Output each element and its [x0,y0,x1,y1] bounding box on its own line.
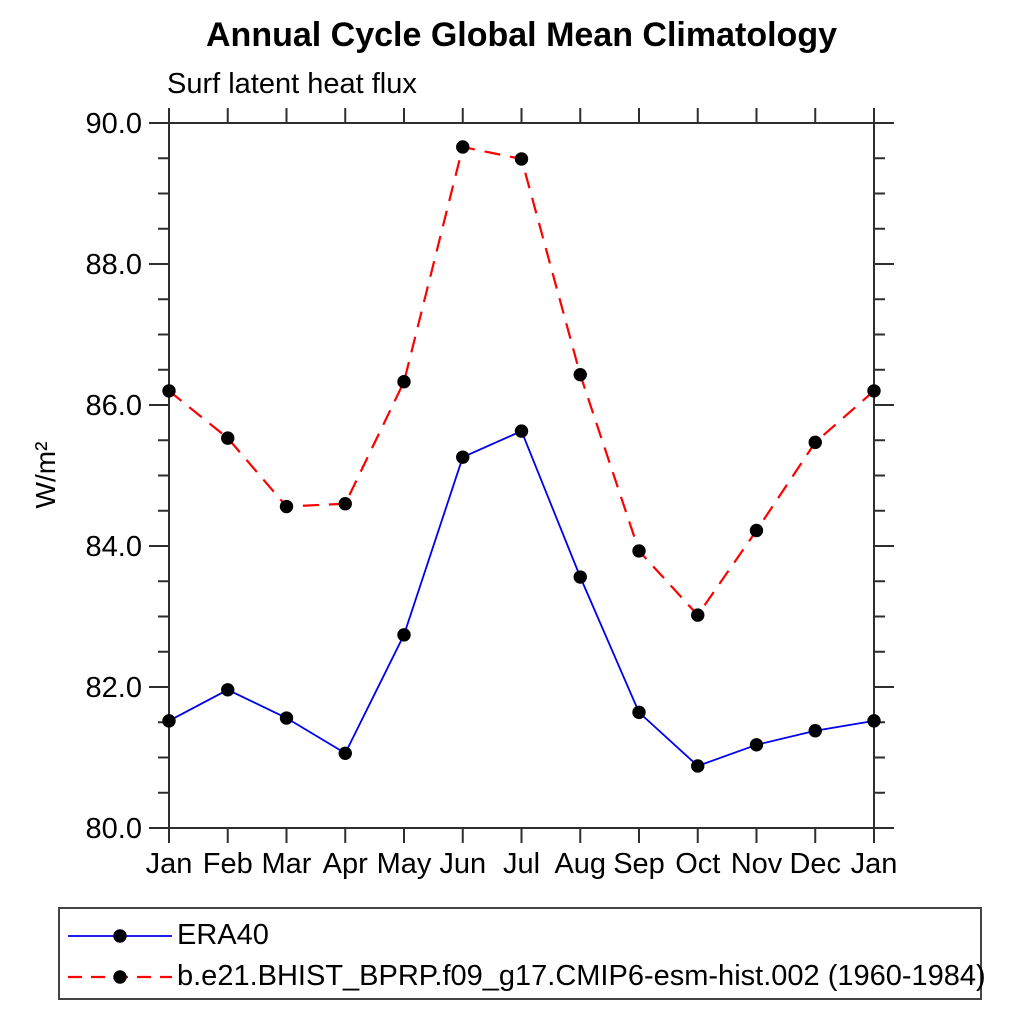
x-axis-tick-label: Jan [851,848,898,880]
model-line-swatch-icon [68,969,172,984]
legend-label-era40: ERA40 [177,919,269,951]
x-axis-tick-label: Nov [731,848,783,880]
chart-subtitle: Surf latent heat flux [167,68,417,100]
data-point-marker [338,746,352,760]
legend-item-model: b.e21.BHIST_BPRP.f09_g17.CMIP6-esm-hist.… [65,956,986,997]
data-point-marker [338,497,352,511]
y-axis-tick-label: 90.0 [86,108,142,140]
data-point-marker [867,384,881,398]
model-markers [162,140,881,622]
data-point-marker [456,450,470,464]
plot-frame [168,122,875,829]
x-axis-tick-label: Apr [323,848,368,880]
data-point-marker [691,759,705,773]
data-point-marker [221,683,235,697]
x-axis-tick-label: Sep [613,848,665,880]
data-point-marker [573,570,587,584]
x-axis-tick-label: Jul [503,848,540,880]
data-point-marker [397,375,411,389]
data-point-marker [279,711,294,725]
model-line [168,145,875,617]
data-point-marker [749,738,764,752]
data-point-marker [808,724,822,738]
data-point-marker [514,152,529,166]
data-point-marker [691,608,705,622]
data-point-marker [279,499,294,514]
legend-item-era40: ERA40 [65,915,980,956]
data-point-marker [397,628,411,642]
y-axis-tick-label: 84.0 [86,531,142,563]
data-point-marker [162,714,176,728]
data-point-marker [514,424,529,438]
x-axis-tick-label: May [377,848,432,880]
x-axis-tick-label: Jan [146,848,193,880]
data-point-marker [221,431,235,445]
legend-label-model: b.e21.BHIST_BPRP.f09_g17.CMIP6-esm-hist.… [177,960,986,992]
x-axis-tick-label: Oct [675,848,720,880]
x-axis-ticks [168,108,875,843]
data-point-marker [162,384,176,398]
y-axis-ticks [149,122,894,829]
era40-line-swatch-icon [68,928,172,943]
data-point-marker [632,544,646,558]
era40-markers [162,424,881,773]
legend-swatch-marker [113,969,127,984]
x-axis-tick-label: Jun [439,848,486,880]
y-axis-tick-label: 82.0 [86,672,142,704]
page-title: Annual Cycle Global Mean Climatology [206,16,837,54]
data-point-marker [632,705,646,720]
data-point-marker [573,367,587,382]
x-axis-tick-label: Dec [789,848,841,880]
x-axis-tick-label: Aug [554,848,606,880]
legend-box: ERA40 b.e21.BHIST_BPRP.f09_g17.CMIP6-esm… [58,907,986,1000]
x-axis-tick-label: Feb [203,848,253,880]
y-axis-tick-label: 86.0 [86,390,142,422]
y-axis-tick-label: 80.0 [86,813,142,845]
data-point-marker [456,140,470,154]
y-axis-tick-label: 88.0 [86,249,142,281]
data-point-marker [808,435,822,450]
x-axis-tick-label: Mar [262,848,312,880]
legend-swatch-marker [113,928,127,943]
data-point-marker [867,714,881,728]
era40-line [168,429,875,767]
data-point-marker [749,523,764,538]
